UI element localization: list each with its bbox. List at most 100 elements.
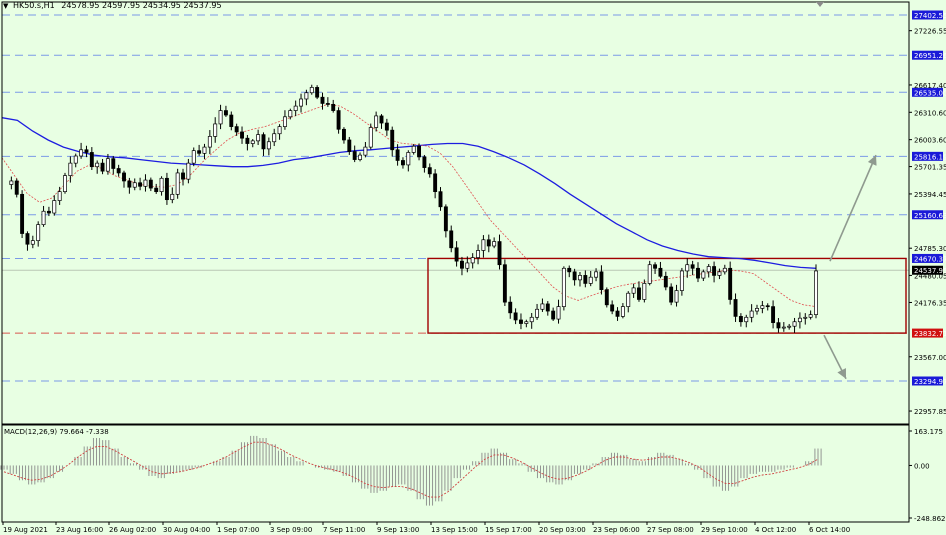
candle-body-13 xyxy=(73,155,78,164)
candle-body-120 xyxy=(647,264,652,284)
candle-body-7 xyxy=(41,210,46,225)
candle-body-60 xyxy=(325,103,330,105)
ohlc-values: 24578.95 24597.95 24534.95 24537.95 xyxy=(61,1,222,10)
y-tick-label-4: 25701.35 xyxy=(914,164,946,172)
level-badge-label-8: 23294.97 xyxy=(914,378,946,386)
candle-body-20 xyxy=(111,158,116,169)
candle-body-17 xyxy=(95,162,100,168)
candle-body-104 xyxy=(561,267,566,307)
candle-body-29 xyxy=(159,177,164,193)
candle-body-62 xyxy=(336,110,341,130)
level-badge-label-0: 27402.55 xyxy=(914,12,946,20)
candle-body-51 xyxy=(277,126,282,135)
level-badge-5 xyxy=(912,253,943,263)
level-badge-label-2: 26535.00 xyxy=(914,89,946,97)
candle-body-140 xyxy=(755,308,759,312)
candle-body-151 xyxy=(814,270,818,315)
candle-body-22 xyxy=(122,172,126,182)
candle-body-61 xyxy=(331,103,336,111)
candle-body-64 xyxy=(347,139,352,152)
x-tick-label-15: 6 Oct 14:00 xyxy=(809,526,850,534)
y-tick-label-3: 26003.60 xyxy=(914,137,946,145)
candle-body-88 xyxy=(476,250,481,258)
level-badge-label-1: 26951.26 xyxy=(914,52,946,60)
candle-body-44 xyxy=(240,131,244,139)
candle-body-47 xyxy=(256,134,261,142)
candle-body-87 xyxy=(470,257,475,264)
x-tick-label-6: 7 Sep 11:00 xyxy=(323,526,365,534)
x-tick-label-11: 23 Sep 06:00 xyxy=(593,526,640,534)
candle-body-70 xyxy=(379,115,384,124)
x-tick-label-13: 29 Sep 10:00 xyxy=(701,526,748,534)
candle-body-142 xyxy=(765,305,770,308)
candle-body-112 xyxy=(604,289,609,306)
ma-slow-line xyxy=(1,117,817,269)
candle-body-19 xyxy=(105,158,110,172)
candle-body-138 xyxy=(744,316,749,323)
candle-body-75 xyxy=(406,152,411,166)
candle-body-130 xyxy=(701,271,706,279)
candle-body-85 xyxy=(460,260,464,269)
candle-body-77 xyxy=(417,145,421,158)
candle-body-28 xyxy=(154,187,159,193)
candle-body-82 xyxy=(443,206,448,232)
level-badge-8 xyxy=(912,376,943,386)
candle-body-59 xyxy=(320,96,325,104)
x-tick-label-3: 30 Aug 04:00 xyxy=(163,526,210,534)
candle-body-27 xyxy=(148,179,153,189)
collapse-triangle-icon[interactable]: ▼ xyxy=(3,2,9,10)
candle-body-34 xyxy=(186,162,191,180)
projection-arrow-down xyxy=(823,334,847,380)
level-badge-label-4: 25160.63 xyxy=(914,212,946,220)
x-tick-label-10: 20 Sep 03:00 xyxy=(539,526,586,534)
candle-body-68 xyxy=(368,127,373,148)
candle-body-55 xyxy=(299,98,303,107)
candle-body-16 xyxy=(89,152,94,168)
candle-body-128 xyxy=(690,264,695,269)
candle-body-83 xyxy=(449,230,454,249)
y-tick-label-6: 24785.30 xyxy=(914,245,946,253)
level-badge-2 xyxy=(912,87,943,97)
candle-body-147 xyxy=(792,321,797,327)
candle-body-134 xyxy=(722,267,727,273)
candle-body-105 xyxy=(567,267,572,273)
candle-body-100 xyxy=(540,303,545,310)
candle-body-52 xyxy=(282,116,287,127)
candle-body-109 xyxy=(588,276,593,284)
level-badge-1 xyxy=(912,50,943,60)
candle-body-90 xyxy=(486,239,491,247)
macd-y-tick-label-1: 0.00 xyxy=(914,462,930,470)
macd-signal-line xyxy=(3,441,819,498)
candle-body-101 xyxy=(545,303,550,312)
candle-body-30 xyxy=(164,177,169,201)
chart-shift-icon xyxy=(816,2,824,7)
y-tick-label-8: 24176.35 xyxy=(914,299,946,307)
x-tick-label-8: 13 Sep 15:00 xyxy=(431,526,478,534)
candle-body-115 xyxy=(620,306,625,317)
level-badge-label-3: 25816.19 xyxy=(914,153,946,161)
candle-body-12 xyxy=(68,162,73,176)
candle-body-106 xyxy=(572,271,577,281)
candle-body-121 xyxy=(653,264,658,269)
candle-body-86 xyxy=(465,262,470,269)
y-tick-label-7: 24480.05 xyxy=(914,272,946,280)
candle-body-2 xyxy=(14,180,19,195)
candle-body-3 xyxy=(20,193,25,234)
candle-body-89 xyxy=(481,239,486,251)
candle-body-125 xyxy=(674,290,679,303)
candle-body-123 xyxy=(663,275,668,288)
candle-body-43 xyxy=(234,126,239,133)
candle-body-4 xyxy=(25,233,30,245)
candle-body-98 xyxy=(529,316,534,323)
candle-body-91 xyxy=(492,241,497,247)
x-tick-label-9: 15 Sep 17:00 xyxy=(485,526,532,534)
candle-body-25 xyxy=(138,182,143,187)
candle-body-32 xyxy=(175,172,180,195)
candle-body-72 xyxy=(390,129,395,151)
candle-body-45 xyxy=(245,137,250,144)
level-badge-6 xyxy=(912,265,943,275)
x-tick-label-5: 3 Sep 09:00 xyxy=(270,526,312,534)
candle-body-150 xyxy=(808,314,813,318)
